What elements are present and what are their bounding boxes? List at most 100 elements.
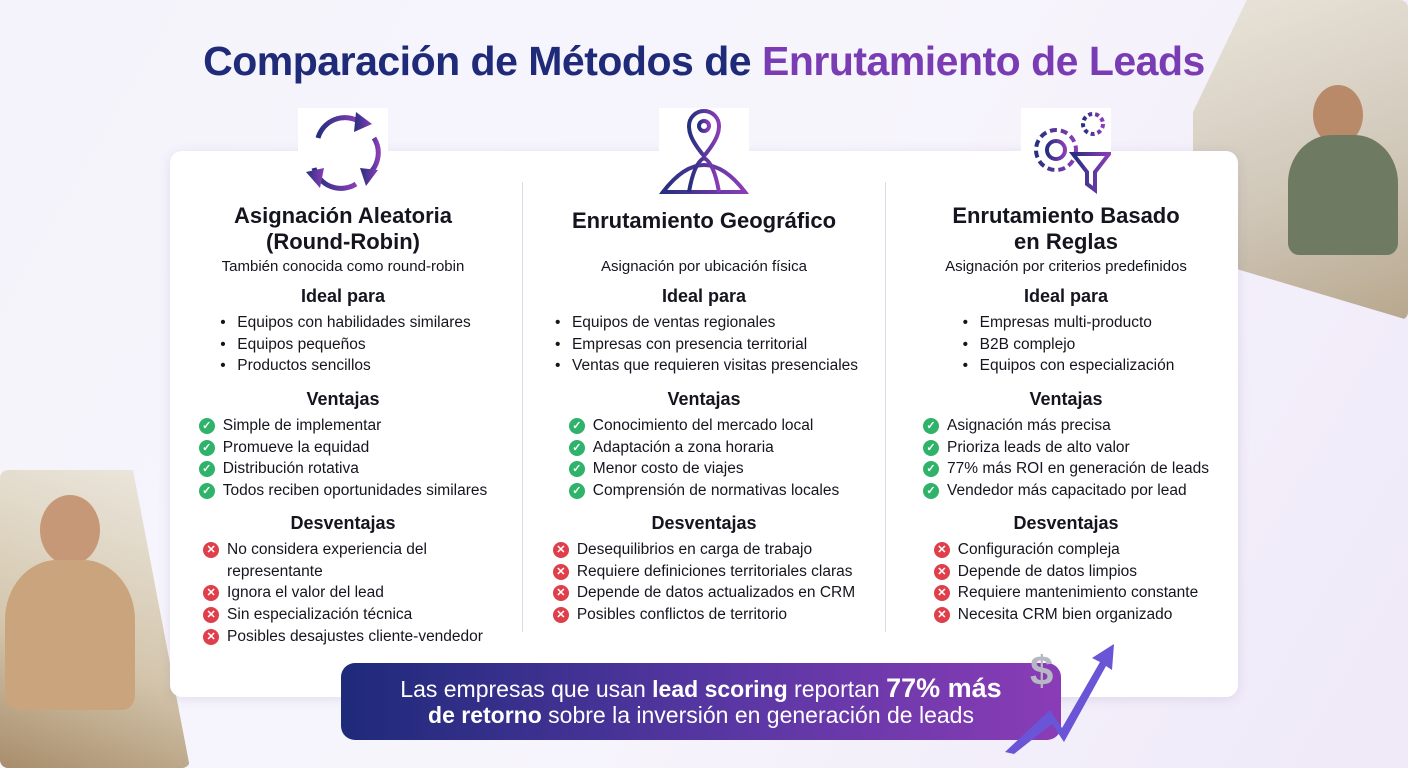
column-divider xyxy=(522,182,523,632)
cons-list: ✕ Configuración compleja ✕ Depende de datos… xyxy=(933,539,1198,626)
section-pros: Ventajas ✓ Simple de implementar ✓ Promueve … xyxy=(163,389,523,502)
column-divider xyxy=(885,182,886,632)
cross-icon: ✕ xyxy=(203,585,220,602)
list-item-text: B2B complejo xyxy=(979,335,1076,353)
list-item: ✕ Depende de datos limpios xyxy=(933,561,1198,583)
list-item: ✓ Simple de implementar xyxy=(198,415,488,437)
banner-highlight: de retorno xyxy=(428,702,542,728)
method-title-line: (Round-Robin) xyxy=(266,229,420,254)
cross-icon: ✕ xyxy=(552,563,569,580)
list-item: ✕ Requiere mantenimiento constante xyxy=(933,582,1198,604)
lead-scoring-banner: Las empresas que usan lead scoring repor… xyxy=(341,663,1061,740)
list-item-text: Equipos con especialización xyxy=(979,357,1175,375)
banner-highlight: lead scoring xyxy=(652,676,788,702)
list-item-text: Vendedor más capacitado por lead xyxy=(947,482,1187,500)
cross-icon: ✕ xyxy=(933,542,950,558)
section-cons: Desventajas ✕ Configuración compleja ✕ Depen… xyxy=(886,513,1246,626)
check-icon: ✓ xyxy=(198,461,215,478)
list-item-text: Configuración compleja xyxy=(957,541,1120,558)
list-item-text: Comprensión de normativas locales xyxy=(592,482,840,500)
list-item: Empresas multi-producto xyxy=(958,312,1175,334)
section-heading: Desventajas xyxy=(1013,513,1119,533)
list-item: ✕ Posibles conflictos de territorio xyxy=(552,604,855,626)
pros-list: ✓ Conocimiento del mercado local ✓ Adaptaci… xyxy=(568,415,840,502)
list-item-text: Empresas con presencia territorial xyxy=(571,335,808,353)
ideal-list: Empresas multi-producto B2B complejo Equip… xyxy=(958,312,1175,377)
cons-list: ✕ Desequilibrios en carga de trabajo ✕ Requ… xyxy=(552,539,855,626)
list-item-text: 77% más ROI en generación de leads xyxy=(947,460,1209,478)
section-heading: Ideal para xyxy=(1023,286,1109,306)
cross-icon: ✕ xyxy=(203,542,220,558)
pros-list: ✓ Asignación más precisa ✓ Prioriza leads d… xyxy=(923,415,1209,502)
list-item-text: Ignora el valor del lead xyxy=(227,584,384,602)
section-heading: Desventajas xyxy=(651,513,757,533)
list-item: ✕ No considera experiencia del representa… xyxy=(203,539,453,582)
method-title: Enrutamiento Geográfico xyxy=(524,208,884,234)
section-ideal: Ideal para Equipos con habilidades simila… xyxy=(163,286,523,377)
section-heading: Desventajas xyxy=(290,513,396,533)
banner-text: Las empresas que usan xyxy=(400,676,653,702)
cross-icon: ✕ xyxy=(552,585,569,602)
list-item: ✓ Distribución rotativa xyxy=(198,458,488,480)
list-item: ✓ Adaptación a zona horaria xyxy=(568,437,839,459)
banner-text: reportan xyxy=(787,676,887,702)
check-icon: ✓ xyxy=(923,483,940,500)
ideal-list: Equipos con habilidades similares Equipos… xyxy=(215,312,471,377)
section-pros: Ventajas ✓ Asignación más precisa ✓ Prioriza… xyxy=(886,389,1246,502)
method-subtitle: También conocida como round-robin xyxy=(221,258,465,275)
list-item: ✕ Ignora el valor del lead xyxy=(203,582,483,604)
list-item-text: Productos sencillos xyxy=(237,357,371,375)
list-item: ✓ Comprensión de normativas locales xyxy=(568,480,840,502)
list-item: B2B complejo xyxy=(958,334,1175,356)
cross-icon: ✕ xyxy=(552,607,569,624)
cross-icon: ✕ xyxy=(552,542,569,558)
list-item-text: Posibles desajustes cliente-vendedor xyxy=(227,627,483,645)
list-item: ✕ Posibles desajustes cliente-vendedor xyxy=(203,626,483,648)
list-item-text: Promueve la equidad xyxy=(222,438,370,456)
method-title: Enrutamiento Basado en Reglas xyxy=(886,203,1246,255)
check-icon: ✓ xyxy=(198,439,215,456)
svg-text:$: $ xyxy=(1030,647,1053,694)
list-item-text: Equipos pequeños xyxy=(237,335,366,353)
list-item-text: Todos reciben oportunidades similares xyxy=(222,482,488,500)
list-item-text: Requiere definiciones territoriales clar… xyxy=(576,562,853,580)
list-item: Empresas con presencia territorial xyxy=(550,334,858,356)
list-item: Equipos de ventas regionales xyxy=(550,312,858,334)
list-item: ✓ Todos reciben oportunidades similares xyxy=(198,480,488,502)
list-item: ✕ Necesita CRM bien organizado xyxy=(933,604,1198,626)
cross-icon: ✕ xyxy=(203,628,220,645)
check-icon: ✓ xyxy=(568,483,585,500)
method-subtitle: Asignación por criterios predefinidos xyxy=(945,258,1187,275)
cons-list: ✕ No considera experiencia del representa… xyxy=(203,539,483,648)
list-item: Ventas que requieren visitas presenciale… xyxy=(550,355,858,377)
list-item-text: Empresas multi-producto xyxy=(979,314,1152,331)
method-title-line: Asignación Aleatoria xyxy=(233,203,452,228)
section-heading: Ideal para xyxy=(300,286,386,306)
check-icon: ✓ xyxy=(198,418,215,434)
list-item-text: Prioriza leads de alto valor xyxy=(947,438,1130,456)
check-icon: ✓ xyxy=(923,461,940,478)
check-icon: ✓ xyxy=(568,439,585,456)
check-icon: ✓ xyxy=(568,461,585,478)
banner-text: sobre la inversión en generación de lead… xyxy=(541,702,974,728)
list-item-text: Sin especialización técnica xyxy=(227,606,413,624)
list-item-text: Adaptación a zona horaria xyxy=(592,438,774,456)
method-title: Asignación Aleatoria (Round-Robin) xyxy=(163,203,523,255)
cross-icon: ✕ xyxy=(933,563,950,580)
list-item: ✕ Requiere definiciones territoriales cla… xyxy=(552,561,855,583)
section-ideal: Ideal para Equipos de ventas regionales Em… xyxy=(524,286,884,377)
comparison-card xyxy=(170,151,1238,697)
title-part-2: Enrutamiento de Leads xyxy=(761,38,1205,84)
check-icon: ✓ xyxy=(923,439,940,456)
list-item: ✕ Configuración compleja xyxy=(933,539,1198,561)
page-title: Comparación de Métodos de Enrutamiento d… xyxy=(0,38,1408,85)
section-ideal: Ideal para Empresas multi-producto B2B com… xyxy=(886,286,1246,377)
section-heading: Ventajas xyxy=(667,389,741,409)
cycle-arrows-icon xyxy=(298,108,388,194)
section-heading: Ideal para xyxy=(661,286,747,306)
section-heading: Ventajas xyxy=(1029,389,1103,409)
growth-arrow-dollar-icon: $ xyxy=(1000,640,1120,755)
list-item: ✕ Sin especialización técnica xyxy=(203,604,483,626)
cross-icon: ✕ xyxy=(933,585,950,602)
list-item-text: Necesita CRM bien organizado xyxy=(957,606,1173,624)
